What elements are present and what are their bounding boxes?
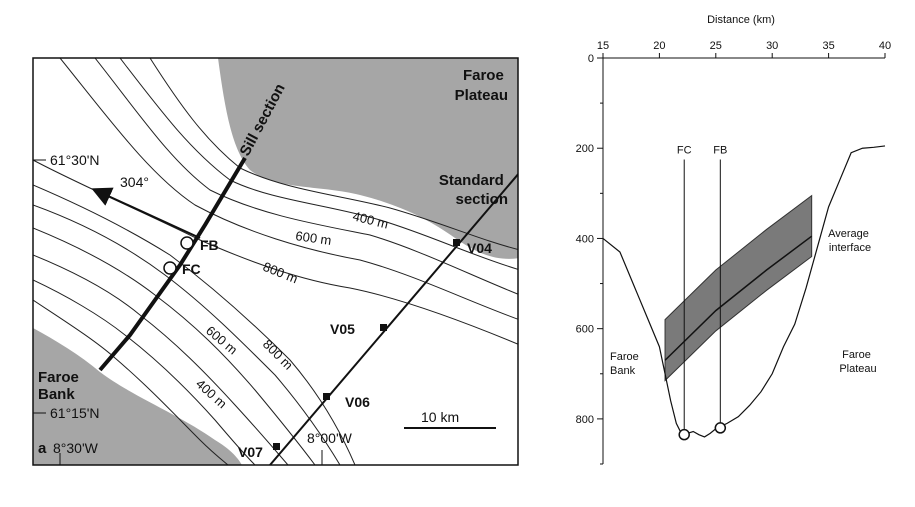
faroe-plateau-land — [218, 58, 518, 259]
contour-label-400-upper: 400 m — [351, 208, 390, 231]
contour-label-800-lower: 800 m — [260, 337, 296, 373]
section-x-axis-title: Distance (km) — [707, 14, 775, 26]
sill-section-line — [98, 156, 247, 372]
section-mooring-fb-label: FB — [713, 145, 727, 157]
panel-letter: a — [38, 440, 47, 457]
contours-lower — [33, 184, 356, 465]
section-faroe-bank-label-line2: Bank — [610, 365, 636, 377]
mooring-fc-instrument — [678, 428, 690, 441]
mooring-fb-marker — [180, 236, 194, 250]
mooring-fb-label: FB — [200, 237, 219, 253]
station-v07-marker — [273, 443, 280, 450]
faroe-plateau-label-line2: Plateau — [455, 87, 508, 104]
y-tick-label: 200 — [576, 143, 594, 155]
faroe-bank-label-line2: Bank — [38, 386, 75, 403]
lat-label-1: 61°30'N — [50, 152, 100, 168]
direction-arrow — [91, 187, 201, 239]
average-interface-label-line2: interface — [829, 242, 871, 254]
interface-band — [664, 194, 813, 382]
x-tick-label: 25 — [710, 40, 722, 52]
lat-label-2: 61°15'N — [50, 405, 100, 421]
contour-label-600-upper: 600 m — [295, 228, 333, 248]
map-panel: 304° 61°30'N 61°15'N a 8°30'W 8°00'W Far… — [32, 57, 519, 466]
station-v06-marker — [323, 393, 330, 400]
y-tick-label: 600 — [576, 324, 594, 336]
station-v05-marker — [380, 324, 387, 331]
section-panel: Distance (km) 15 20 25 30 35 40 0 200 400 600 800… — [576, 14, 891, 465]
standard-section-label: Standard section — [439, 172, 508, 208]
section-faroe-bank-label: Faroe Bank — [610, 351, 642, 377]
x-tick-label: 30 — [766, 40, 778, 52]
map-frame — [32, 57, 519, 466]
faroe-bank-label: Faroe Bank — [38, 369, 83, 403]
mooring-fc-marker — [163, 261, 177, 275]
section-x-ticks: 15 20 25 30 35 40 — [597, 40, 891, 58]
faroe-plateau-label: Faroe Plateau — [455, 67, 508, 104]
mooring-fc-label: FC — [182, 261, 201, 277]
section-faroe-bank-label-line1: Faroe — [610, 351, 639, 363]
scale-bar-label: 10 km — [421, 409, 459, 425]
station-v07-label: V07 — [238, 444, 263, 460]
y-tick-label: 800 — [576, 414, 594, 426]
y-tick-label: 400 — [576, 233, 594, 245]
station-v04-marker — [453, 239, 460, 246]
section-faroe-plateau-label-line2: Plateau — [839, 363, 876, 375]
section-mooring-fc-label: FC — [677, 145, 692, 157]
x-tick-label: 20 — [653, 40, 665, 52]
standard-section-line — [269, 172, 518, 465]
section-y-ticks: 0 200 400 600 800 — [576, 53, 603, 465]
x-tick-label: 35 — [822, 40, 834, 52]
contour-label-800-upper: 800 m — [261, 259, 300, 286]
average-interface-label: Average interface — [828, 228, 872, 254]
lon-label-2: 8°00'W — [307, 430, 353, 446]
x-tick-label: 15 — [597, 40, 609, 52]
average-interface-label-line1: Average — [828, 228, 869, 240]
y-tick-label: 0 — [588, 53, 594, 65]
station-v05-label: V05 — [330, 321, 355, 337]
direction-label: 304° — [120, 174, 149, 190]
standard-section-label-line1: Standard — [439, 172, 504, 189]
faroe-bank-land — [33, 328, 242, 465]
x-tick-label: 40 — [879, 40, 891, 52]
faroe-bank-label-line1: Faroe — [38, 369, 79, 386]
section-faroe-plateau-label: Faroe Plateau — [839, 349, 876, 375]
lon-label-1: 8°30'W — [53, 440, 99, 456]
faroe-plateau-label-line1: Faroe — [463, 67, 504, 84]
mooring-fb-instrument — [714, 422, 727, 434]
average-interface-line — [664, 235, 813, 361]
station-v04-label: V04 — [467, 240, 492, 256]
station-v06-label: V06 — [345, 394, 370, 410]
section-faroe-plateau-label-line1: Faroe — [842, 349, 871, 361]
standard-section-label-line2: section — [455, 191, 508, 208]
